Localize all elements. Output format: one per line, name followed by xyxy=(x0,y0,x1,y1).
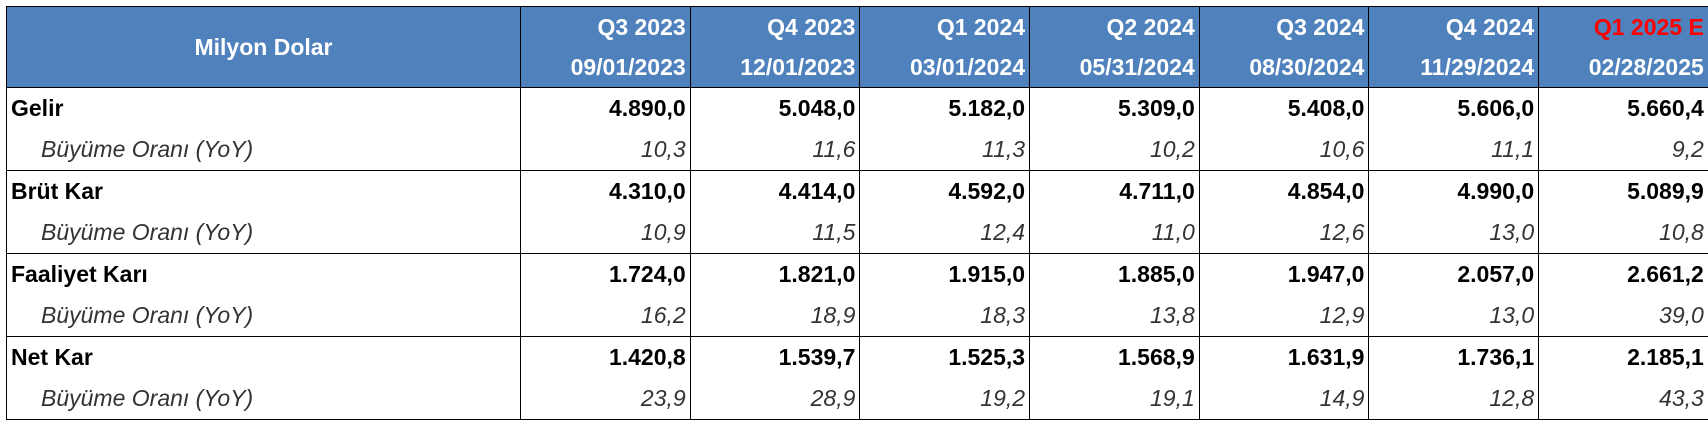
cell-value: 5.182,0 xyxy=(859,87,1031,129)
cell-value: 2.057,0 xyxy=(1368,253,1540,295)
cell-value: 4.592,0 xyxy=(859,170,1031,212)
cell-value: 4.890,0 xyxy=(520,87,691,129)
growth-label: Büyüme Oranı (YoY) xyxy=(6,378,521,420)
period-label: Q1 2024 xyxy=(936,14,1026,40)
cell-value: 5.048,0 xyxy=(689,87,861,129)
cell-value: 1.525,3 xyxy=(859,336,1031,378)
table-row-faaliyet-kari-growth: Büyüme Oranı (YoY) 16,2 18,9 18,3 13,8 1… xyxy=(6,295,1708,337)
cell-growth: 11,6 xyxy=(689,129,861,171)
row-label: Net Kar xyxy=(6,336,521,378)
cell-value: 5.606,0 xyxy=(1368,87,1540,129)
cell-growth: 14,9 xyxy=(1198,378,1370,420)
table-row-gelir-growth: Büyüme Oranı (YoY) 10,3 11,6 11,3 10,2 1… xyxy=(6,129,1708,171)
cell-value: 1.736,1 xyxy=(1368,336,1540,378)
cell-growth: 28,9 xyxy=(689,378,861,420)
cell-value: 5.309,0 xyxy=(1029,87,1200,129)
cell-growth: 9,2 xyxy=(1538,129,1708,171)
period-date: 12/01/2023 xyxy=(740,54,856,80)
cell-value: 1.821,0 xyxy=(689,253,861,295)
period-date: 09/01/2023 xyxy=(570,54,686,80)
period-date: 02/28/2025 xyxy=(1588,54,1704,80)
cell-growth: 11,5 xyxy=(689,212,861,254)
row-label: Gelir xyxy=(6,87,521,129)
cell-growth: 11,1 xyxy=(1368,129,1540,171)
cell-growth: 10,2 xyxy=(1029,129,1200,171)
cell-growth: 13,0 xyxy=(1368,212,1540,254)
cell-growth: 13,8 xyxy=(1029,295,1200,337)
table-row-net-kar-growth: Büyüme Oranı (YoY) 23,9 28,9 19,2 19,1 1… xyxy=(6,378,1708,420)
cell-growth: 18,9 xyxy=(689,295,861,337)
cell-value: 2.185,1 xyxy=(1538,336,1708,378)
cell-growth: 10,6 xyxy=(1198,129,1370,171)
period-label-estimate: Q1 2025 E xyxy=(1593,14,1704,40)
table-body: Gelir 4.890,0 5.048,0 5.182,0 5.309,0 5.… xyxy=(6,87,1708,420)
row-label: Brüt Kar xyxy=(6,170,521,212)
table-row-faaliyet-kari: Faaliyet Karı 1.724,0 1.821,0 1.915,0 1.… xyxy=(6,253,1708,295)
cell-growth: 10,9 xyxy=(520,212,691,254)
header-period: Q4 2024 11/29/2024 xyxy=(1368,6,1540,88)
cell-growth: 12,9 xyxy=(1198,295,1370,337)
period-date: 11/29/2024 xyxy=(1420,54,1535,80)
period-label: Q4 2023 xyxy=(767,14,856,40)
growth-label: Büyüme Oranı (YoY) xyxy=(6,295,521,337)
table-row-brut-kar: Brüt Kar 4.310,0 4.414,0 4.592,0 4.711,0… xyxy=(6,170,1708,212)
period-date: 08/30/2024 xyxy=(1249,54,1365,80)
cell-growth: 39,0 xyxy=(1538,295,1708,337)
financial-table: Milyon Dolar Q3 2023 09/01/2023 Q4 2023 12… xyxy=(6,6,1708,420)
header-period: Q4 2023 12/01/2023 xyxy=(689,6,861,88)
header-period-estimate: Q1 2025 E 02/28/2025 xyxy=(1538,6,1708,88)
cell-value: 4.310,0 xyxy=(520,170,691,212)
table-row-gelir: Gelir 4.890,0 5.048,0 5.182,0 5.309,0 5.… xyxy=(6,87,1708,129)
header-period: Q1 2024 03/01/2024 xyxy=(859,6,1031,88)
period-label: Q3 2023 xyxy=(597,14,686,40)
cell-value: 1.631,9 xyxy=(1198,336,1370,378)
cell-growth: 10,8 xyxy=(1538,212,1708,254)
table-row-brut-kar-growth: Büyüme Oranı (YoY) 10,9 11,5 12,4 11,0 1… xyxy=(6,212,1708,254)
cell-value: 1.885,0 xyxy=(1029,253,1200,295)
header-period: Q2 2024 05/31/2024 xyxy=(1029,6,1200,88)
cell-value: 4.990,0 xyxy=(1368,170,1540,212)
period-date: 05/31/2024 xyxy=(1079,54,1195,80)
cell-growth: 12,8 xyxy=(1368,378,1540,420)
cell-growth: 43,3 xyxy=(1538,378,1708,420)
cell-value: 4.414,0 xyxy=(689,170,861,212)
table-header: Milyon Dolar Q3 2023 09/01/2023 Q4 2023 12… xyxy=(6,6,1708,88)
cell-value: 5.660,4 xyxy=(1538,87,1708,129)
cell-growth: 12,4 xyxy=(859,212,1031,254)
cell-value: 1.915,0 xyxy=(859,253,1031,295)
growth-label: Büyüme Oranı (YoY) xyxy=(6,129,521,171)
cell-value: 1.724,0 xyxy=(520,253,691,295)
row-label: Faaliyet Karı xyxy=(6,253,521,295)
cell-value: 2.661,2 xyxy=(1538,253,1708,295)
cell-value: 5.408,0 xyxy=(1198,87,1370,129)
cell-value: 4.854,0 xyxy=(1198,170,1370,212)
cell-value: 5.089,9 xyxy=(1538,170,1708,212)
cell-growth: 10,3 xyxy=(520,129,691,171)
cell-growth: 19,1 xyxy=(1029,378,1200,420)
cell-value: 1.420,8 xyxy=(520,336,691,378)
header-period: Q3 2024 08/30/2024 xyxy=(1198,6,1370,88)
cell-value: 1.539,7 xyxy=(689,336,861,378)
period-label: Q2 2024 xyxy=(1106,14,1195,40)
table-row-net-kar: Net Kar 1.420,8 1.539,7 1.525,3 1.568,9 … xyxy=(6,336,1708,378)
cell-growth: 19,2 xyxy=(859,378,1031,420)
cell-growth: 11,3 xyxy=(859,129,1031,171)
period-date: 03/01/2024 xyxy=(909,54,1026,80)
cell-growth: 16,2 xyxy=(520,295,691,337)
period-label: Q4 2024 xyxy=(1445,14,1535,40)
cell-growth: 18,3 xyxy=(859,295,1031,337)
cell-value: 1.947,0 xyxy=(1198,253,1370,295)
cell-growth: 12,6 xyxy=(1198,212,1370,254)
header-label: Milyon Dolar xyxy=(6,6,521,88)
cell-growth: 11,0 xyxy=(1029,212,1200,254)
cell-growth: 23,9 xyxy=(520,378,691,420)
growth-label: Büyüme Oranı (YoY) xyxy=(6,212,521,254)
cell-value: 1.568,9 xyxy=(1029,336,1200,378)
period-label: Q3 2024 xyxy=(1276,14,1365,40)
cell-growth: 13,0 xyxy=(1368,295,1540,337)
cell-value: 4.711,0 xyxy=(1029,170,1200,212)
header-period: Q3 2023 09/01/2023 xyxy=(520,6,691,88)
